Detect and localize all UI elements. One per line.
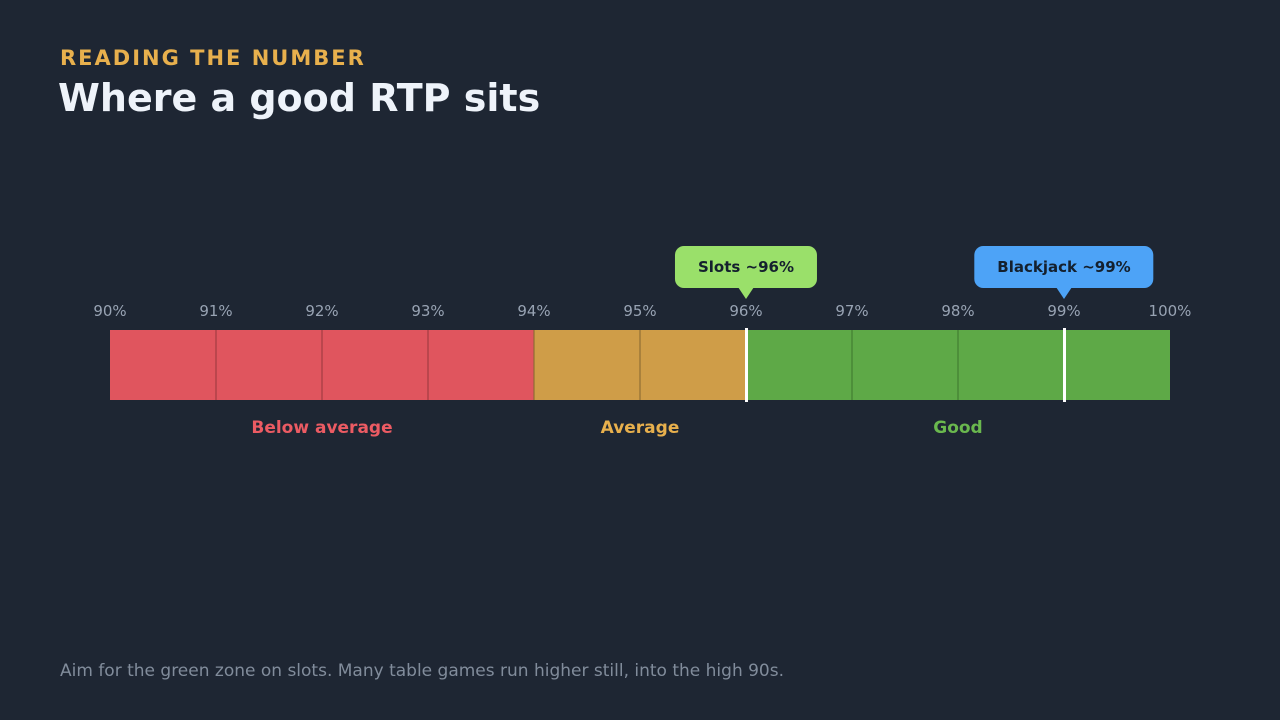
zone-label: Average xyxy=(600,418,680,438)
footnote: Aim for the green zone on slots. Many ta… xyxy=(60,661,785,681)
tick-label: 92% xyxy=(305,302,339,320)
tick-label: 98% xyxy=(941,302,975,320)
tick-label: 100% xyxy=(1148,302,1192,320)
marker-line xyxy=(1062,328,1066,402)
zone-label: Below average xyxy=(251,418,393,438)
tick-label: 94% xyxy=(517,302,551,320)
callout-pointer xyxy=(1056,287,1072,299)
tick-label: 99% xyxy=(1047,302,1081,320)
tick-label: 95% xyxy=(623,302,657,320)
marker-callout: Slots ~96% xyxy=(674,246,818,288)
unit-divider xyxy=(957,330,959,400)
tick-label: 90% xyxy=(93,302,127,320)
tick-label: 97% xyxy=(835,302,869,320)
marker-line xyxy=(744,328,748,402)
eyebrow-label: READING THE NUMBER xyxy=(60,46,366,70)
unit-divider xyxy=(639,330,641,400)
unit-divider xyxy=(215,330,217,400)
zone-label: Good xyxy=(933,418,983,438)
unit-divider xyxy=(851,330,853,400)
tick-label: 96% xyxy=(729,302,763,320)
zone-boundary xyxy=(533,330,535,400)
marker-callout: Blackjack ~99% xyxy=(974,246,1154,288)
callout-pointer xyxy=(738,287,754,299)
unit-divider xyxy=(427,330,429,400)
tick-label: 93% xyxy=(411,302,445,320)
unit-divider xyxy=(321,330,323,400)
page-title: Where a good RTP sits xyxy=(58,76,541,120)
tick-label: 91% xyxy=(199,302,233,320)
